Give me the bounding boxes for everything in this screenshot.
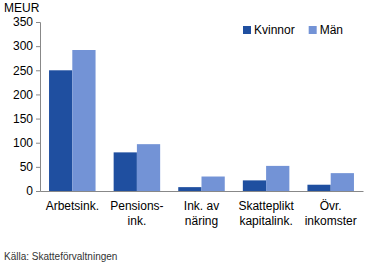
x-axis-line	[41, 191, 364, 192]
legend: Kvinnor Män	[243, 23, 343, 37]
x-tick-label-line: inkomster	[305, 214, 357, 228]
x-tick-label-line: ink.	[128, 214, 147, 228]
legend-swatch	[243, 26, 251, 34]
y-tick: 250	[13, 64, 40, 78]
y-tick-mark	[36, 167, 40, 168]
x-tick-label-line: Övr.	[320, 199, 342, 213]
y-axis-title: MEUR	[4, 1, 40, 15]
bars	[49, 50, 354, 191]
y-tick-mark	[36, 22, 40, 23]
y-tick: 100	[13, 136, 40, 150]
legend-label: Män	[320, 23, 343, 37]
y-tick-label: 300	[13, 39, 33, 53]
bar	[202, 177, 225, 191]
plot: 0 50 100 150 200 250 300 350 Arbetsink. Pensions-…	[13, 15, 364, 227]
y-tick-label: 50	[20, 160, 34, 174]
y-tick-label: 200	[13, 88, 33, 102]
x-tick-label-line: näring	[185, 214, 218, 228]
bar	[137, 144, 160, 191]
legend-label: Kvinnor	[254, 23, 295, 37]
x-tick-label-line: Arbetsink.	[46, 199, 99, 213]
y-tick: 200	[13, 88, 40, 102]
y-tick: 0	[26, 184, 40, 198]
chart: 0 50 100 150 200 250 300 350 Arbetsink. Pensions-…	[0, 0, 381, 268]
legend-swatch	[309, 26, 317, 34]
y-tick-mark	[36, 94, 40, 95]
y-tick: 50	[20, 160, 40, 174]
bar	[114, 152, 137, 191]
y-tick-mark	[36, 143, 40, 144]
bar	[178, 187, 201, 191]
y-tick-label: 0	[26, 184, 33, 198]
y-axis-line	[36, 23, 41, 192]
bar	[331, 173, 354, 191]
bar	[72, 50, 95, 191]
bar	[266, 166, 289, 191]
x-tick-label-line: Pensions-	[110, 199, 163, 213]
x-tick-label: Ink. avnäring	[184, 199, 219, 228]
x-tick-label-line: kapitalink.	[239, 214, 292, 228]
y-tick: 300	[13, 39, 40, 53]
bar	[49, 70, 72, 191]
y-tick-label: 250	[13, 64, 33, 78]
x-tick: Övr.inkomster	[305, 199, 357, 228]
x-tick-label: Arbetsink.	[46, 199, 99, 213]
x-tick: Ink. avnäring	[184, 199, 219, 228]
y-tick-mark	[36, 119, 40, 120]
y-axis: 0 50 100 150 200 250 300 350	[13, 15, 41, 198]
source: Källa: Skatteförvaltningen	[4, 251, 117, 262]
x-tick-label: Skattepliktkapitalink.	[238, 199, 294, 228]
y-tick-label: 100	[13, 136, 33, 150]
bar	[243, 180, 266, 191]
x-tick: Pensions-ink.	[110, 199, 163, 228]
y-tick: 150	[13, 112, 40, 126]
x-tick: Skattepliktkapitalink.	[238, 199, 294, 228]
y-tick-label: 350	[13, 15, 33, 29]
x-tick-label-line: Skatteplikt	[238, 199, 294, 213]
y-tick: 350	[13, 15, 40, 29]
y-tick-mark	[36, 191, 40, 192]
y-tick-label: 150	[13, 112, 33, 126]
bar	[307, 185, 330, 191]
x-axis: Arbetsink. Pensions-ink. Ink. avnäring Skat…	[41, 192, 364, 228]
x-tick: Arbetsink.	[46, 199, 99, 213]
y-tick-mark	[36, 46, 40, 47]
x-tick-label: Övr.inkomster	[305, 199, 357, 228]
y-tick-mark	[36, 70, 40, 71]
x-tick-label: Pensions-ink.	[110, 199, 163, 228]
x-tick-label-line: Ink. av	[184, 199, 219, 213]
